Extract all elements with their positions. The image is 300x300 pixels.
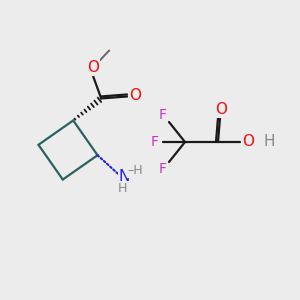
Text: O: O <box>129 88 141 103</box>
Text: O: O <box>242 134 254 149</box>
Text: N: N <box>119 169 130 184</box>
Text: F: F <box>159 162 167 176</box>
Text: H: H <box>118 182 127 195</box>
Text: O: O <box>215 101 227 116</box>
Text: H: H <box>263 134 275 149</box>
Text: O: O <box>87 60 99 75</box>
Text: –H: –H <box>128 164 143 177</box>
Text: F: F <box>151 135 159 149</box>
Text: F: F <box>159 108 167 122</box>
